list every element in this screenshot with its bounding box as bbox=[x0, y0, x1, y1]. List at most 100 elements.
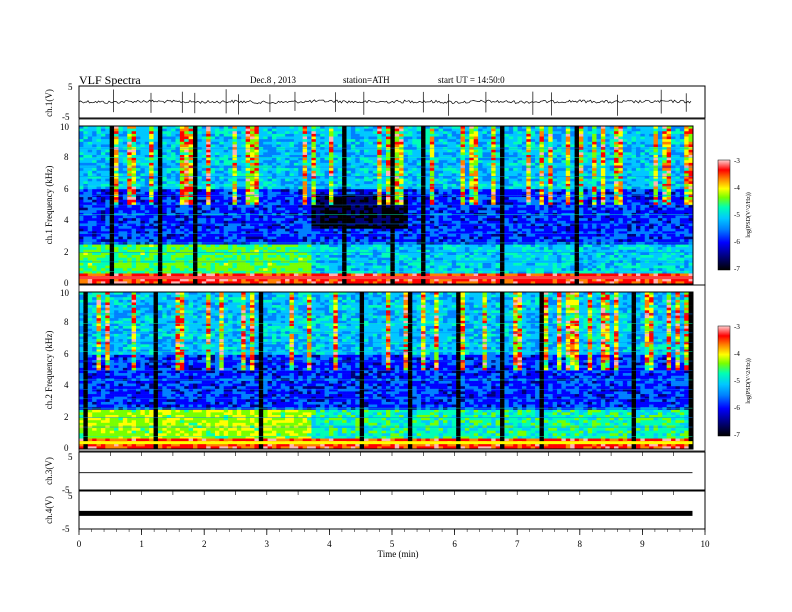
spectrogram-cell bbox=[320, 141, 325, 145]
spectrogram-cell bbox=[254, 189, 260, 193]
spectrogram-cell bbox=[197, 194, 203, 198]
spectrogram-cell bbox=[421, 202, 426, 206]
spectrogram-cell bbox=[416, 247, 422, 251]
spectrogram-cell bbox=[166, 223, 172, 227]
spectrogram-cell bbox=[140, 126, 146, 129]
spectrogram-cell bbox=[412, 178, 417, 182]
spectrogram-cell bbox=[131, 199, 137, 203]
spectrogram-cell bbox=[425, 207, 431, 211]
spectrogram-cell bbox=[390, 152, 396, 156]
spectrogram-cell bbox=[263, 270, 268, 274]
spectrogram-cell bbox=[105, 189, 110, 193]
spectrogram-cell bbox=[157, 273, 163, 277]
spectrogram-cell bbox=[245, 265, 251, 269]
spectrogram-cell bbox=[355, 281, 360, 285]
spectrogram-cell bbox=[285, 215, 290, 219]
spectrogram-cell bbox=[267, 149, 273, 153]
spectrogram-cell bbox=[421, 255, 426, 258]
spectrogram-cell bbox=[109, 205, 115, 208]
spectrogram-cell bbox=[320, 262, 325, 266]
spectrogram-cell bbox=[228, 162, 233, 166]
spectrogram-cell bbox=[114, 257, 119, 261]
spectrogram-cell bbox=[131, 244, 137, 248]
spectrogram-cell bbox=[149, 268, 154, 272]
spectrogram-cell bbox=[241, 176, 246, 179]
spectrogram-cell bbox=[254, 255, 260, 258]
spectrogram-cell bbox=[267, 154, 273, 158]
spectrogram-cell bbox=[175, 247, 181, 251]
spectrogram-cell bbox=[127, 186, 132, 190]
spectrogram-cell bbox=[245, 128, 251, 132]
spectrogram-cell bbox=[118, 239, 124, 243]
spectrogram-cell bbox=[416, 220, 422, 224]
spectrogram-cell bbox=[232, 207, 238, 211]
spectrogram-cell bbox=[193, 281, 198, 285]
spectrogram-cell bbox=[403, 244, 409, 248]
spectrogram-cell bbox=[271, 191, 277, 195]
spectrogram-cell bbox=[166, 226, 172, 229]
spectrogram-cell bbox=[219, 128, 225, 132]
spectrogram-cell bbox=[416, 197, 422, 201]
spectrogram-cell bbox=[118, 189, 124, 193]
spectrogram-cell bbox=[346, 139, 352, 143]
spectrogram-cell bbox=[302, 170, 308, 174]
spectrogram-cell bbox=[201, 183, 207, 187]
spectrogram-cell bbox=[293, 170, 299, 174]
spectrogram-cell bbox=[263, 181, 268, 185]
spectrogram-cell bbox=[381, 262, 387, 266]
spectrogram-cell bbox=[153, 139, 159, 143]
spectrogram-cell bbox=[223, 220, 229, 224]
spectrogram-cell bbox=[429, 281, 435, 285]
spectrogram-cell bbox=[206, 249, 211, 253]
spectrogram-cell bbox=[100, 265, 106, 269]
spectrogram-cell bbox=[210, 186, 216, 190]
spectrogram-cell bbox=[127, 149, 132, 153]
spectrogram-cell bbox=[293, 270, 299, 274]
spectrogram-cell bbox=[118, 252, 124, 256]
spectrogram-cell bbox=[100, 186, 106, 190]
spectrogram-cell bbox=[346, 270, 352, 274]
spectrogram-cell bbox=[83, 170, 89, 174]
spectrogram-cell bbox=[258, 147, 264, 150]
spectrogram-cell bbox=[258, 205, 264, 208]
spectrogram-cell bbox=[241, 183, 246, 187]
spectrogram-cell bbox=[328, 247, 334, 251]
spectrogram-cell bbox=[136, 186, 141, 190]
spectrogram-cell bbox=[153, 144, 159, 148]
spectrogram-cell bbox=[337, 220, 343, 224]
spectrogram-cell bbox=[425, 268, 431, 272]
spectrogram-cell bbox=[122, 178, 128, 182]
spectrogram-cell bbox=[92, 133, 97, 137]
spectrogram-cell bbox=[162, 268, 168, 272]
spectrogram-cell bbox=[364, 273, 369, 277]
spectrogram-cell bbox=[412, 197, 417, 201]
spectrogram-cell bbox=[342, 255, 347, 258]
spectrogram-cell bbox=[346, 278, 352, 282]
spectrogram-cell bbox=[320, 207, 325, 211]
spectrogram-cell bbox=[92, 183, 97, 187]
spectrogram-cell bbox=[166, 191, 172, 195]
spectrogram-cell bbox=[372, 149, 378, 153]
spectrogram-cell bbox=[250, 126, 255, 129]
spectrogram-cell bbox=[298, 218, 303, 222]
spectrogram-cell bbox=[219, 252, 225, 256]
spectrogram-cell bbox=[245, 262, 251, 266]
spectrogram-cell bbox=[267, 228, 273, 232]
spectrogram-cell bbox=[328, 194, 334, 198]
spectrogram-cell bbox=[109, 210, 115, 214]
spectrogram-cell bbox=[276, 218, 282, 222]
spectrogram-cell bbox=[324, 281, 330, 285]
spectrogram-cell bbox=[359, 278, 365, 282]
spectrogram-cell bbox=[285, 181, 290, 185]
spectrogram-cell bbox=[368, 273, 374, 277]
spectrogram-cell bbox=[127, 223, 132, 227]
spectrogram-cell bbox=[258, 136, 264, 140]
spectrogram-cell bbox=[271, 207, 277, 211]
spectrogram-cell bbox=[280, 128, 286, 132]
spectrogram-cell bbox=[188, 168, 194, 172]
spectrogram-cell bbox=[403, 133, 409, 137]
spectrogram-cell bbox=[140, 199, 146, 203]
spectrogram-cell bbox=[210, 202, 216, 206]
spectrogram-cell bbox=[136, 176, 141, 179]
spectrogram-cell bbox=[324, 189, 330, 193]
